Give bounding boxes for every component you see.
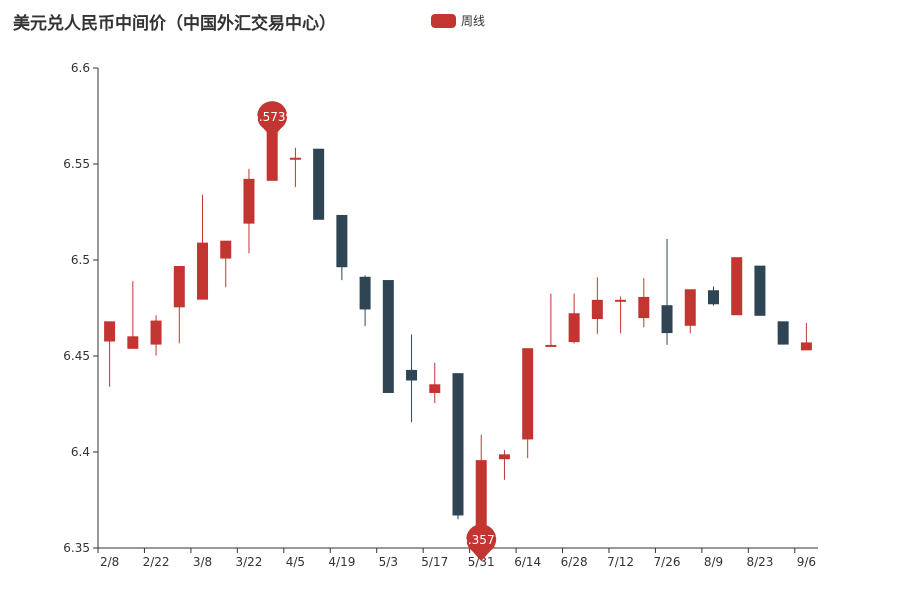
- candle-body: [800, 342, 812, 351]
- x-tick-label: 7/26: [654, 555, 681, 569]
- candle-body: [150, 320, 162, 345]
- candle-body: [127, 336, 139, 349]
- x-tick-label: 5/17: [421, 555, 448, 569]
- pin-marker-label: 6.5739: [251, 110, 293, 124]
- x-tick-label: 2/8: [100, 555, 119, 569]
- x-tick-label: 2/22: [143, 555, 170, 569]
- legend-swatch: [431, 13, 456, 28]
- legend-label: 周线: [461, 14, 486, 28]
- candle-body: [104, 321, 116, 342]
- y-tick-label: 6.45: [63, 349, 90, 363]
- candle-body: [498, 454, 510, 460]
- x-tick-label: 9/6: [797, 555, 816, 569]
- x-tick-label: 3/8: [193, 555, 212, 569]
- y-tick-label: 6.6: [71, 61, 90, 75]
- candle-body: [754, 265, 766, 316]
- x-tick-label: 5/31: [468, 555, 495, 569]
- x-tick-label: 3/22: [235, 555, 262, 569]
- candle-body: [243, 178, 255, 224]
- candle-body: [615, 299, 627, 302]
- x-tick-label: 6/28: [561, 555, 588, 569]
- y-tick-label: 6.5: [71, 253, 90, 267]
- x-tick-label: 4/5: [286, 555, 305, 569]
- y-tick-label: 6.35: [63, 541, 90, 555]
- candle-body: [684, 289, 696, 326]
- legend[interactable]: 周线: [431, 12, 485, 29]
- candle-body: [173, 266, 185, 308]
- x-tick-label: 5/3: [379, 555, 398, 569]
- candle-body: [359, 276, 371, 310]
- candle-body: [452, 373, 464, 516]
- x-tick-label: 6/14: [514, 555, 541, 569]
- y-tick-label: 6.4: [71, 445, 90, 459]
- chart-title: 美元兑人民币中间价（中国外汇交易中心）: [13, 14, 336, 34]
- candle-body: [661, 305, 673, 334]
- candle-body: [522, 348, 534, 440]
- max-min-pin-marker: [466, 524, 497, 562]
- candle-body: [289, 157, 301, 160]
- candle-body: [429, 384, 441, 393]
- x-tick-label: 8/23: [746, 555, 773, 569]
- candle-body: [707, 290, 719, 305]
- candle-body: [568, 313, 580, 343]
- x-tick-label: 7/12: [607, 555, 634, 569]
- candle-body: [638, 296, 650, 319]
- candle-body: [220, 240, 232, 259]
- candle-body: [406, 369, 418, 381]
- x-tick-label: 4/19: [328, 555, 355, 569]
- candle-body: [731, 257, 743, 316]
- candle-body: [475, 460, 487, 535]
- candle-body: [382, 280, 394, 393]
- candle-body: [313, 148, 325, 220]
- y-tick-label: 6.55: [63, 157, 90, 171]
- candle-body: [545, 344, 557, 347]
- candle-body: [777, 321, 789, 345]
- x-tick-label: 8/9: [704, 555, 723, 569]
- pin-marker-label: 6.3572: [460, 533, 502, 547]
- candle-body: [336, 214, 348, 268]
- candle-body: [591, 299, 603, 320]
- candle-body: [197, 242, 209, 300]
- max-min-pin-marker: [257, 101, 288, 139]
